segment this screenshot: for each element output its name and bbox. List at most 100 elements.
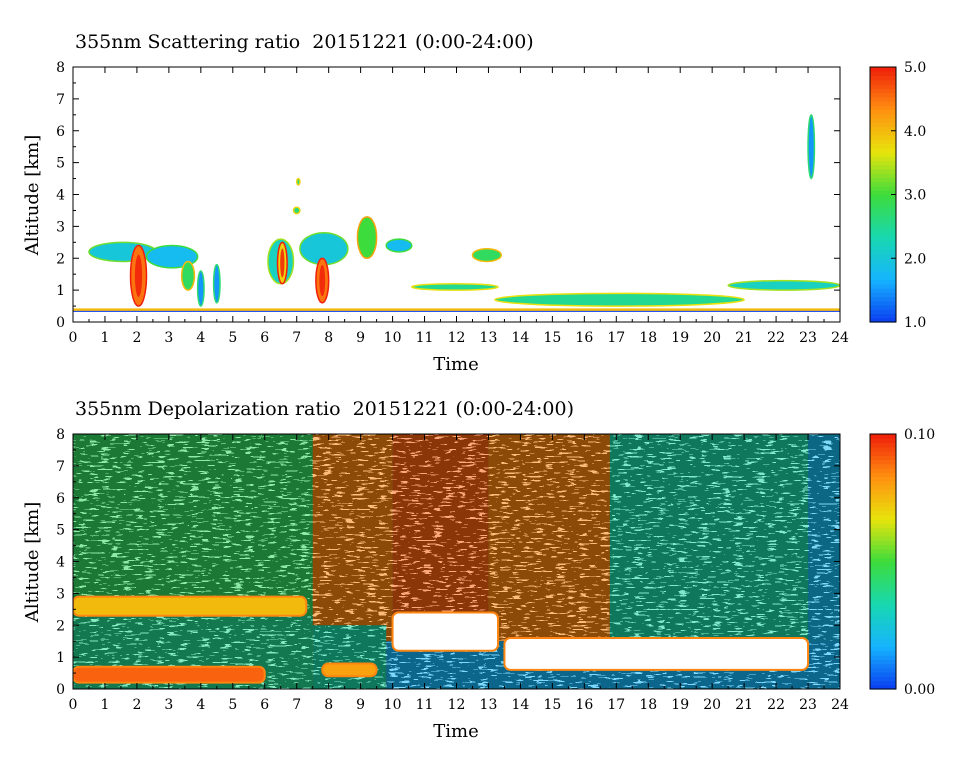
scattering-colorbar-swatch <box>870 152 896 157</box>
scattering-cloud-core <box>280 248 285 278</box>
scattering-y-tick-label: 4 <box>56 188 65 204</box>
scattering-x-tick-label: 7 <box>292 330 301 346</box>
depolarization-colorbar-swatch <box>870 621 896 626</box>
depolarization-colorbar-swatch <box>870 582 896 588</box>
depolarization-y-tick-label: 1 <box>56 650 65 666</box>
scattering-colorbar-swatch <box>870 139 896 145</box>
scattering-colorbar-label: 4.0 <box>904 124 926 140</box>
depolarization-colorbar-swatch <box>870 650 896 656</box>
scattering-colorbar-swatch <box>870 254 896 259</box>
scattering-features <box>73 114 840 312</box>
scattering-x-tick-label: 17 <box>607 330 625 346</box>
scattering-colorbar-swatch <box>870 164 896 170</box>
scattering-colorbar-swatch <box>870 283 896 289</box>
scattering-cloud-core <box>134 254 143 297</box>
depolarization-x-tick-label: 13 <box>480 697 498 713</box>
scattering-colorbar-swatch <box>870 126 896 132</box>
scattering-colorbar-swatch <box>870 207 896 213</box>
scattering-cloud <box>494 292 745 307</box>
depolarization-colorbar-swatch <box>870 667 896 673</box>
depolarization-y-tick-label: 3 <box>56 586 65 602</box>
scattering-x-tick-label: 20 <box>703 330 721 346</box>
depolarization-layer <box>391 611 500 652</box>
scattering-colorbar-swatch <box>870 92 896 98</box>
depolarization-colorbar: 0.00 0.10 <box>869 427 935 698</box>
depolarization-colorbar-swatch <box>870 676 896 682</box>
depolarization-colorbar-swatch <box>870 672 896 677</box>
depolarization-colorbar-swatch <box>870 523 896 529</box>
depolarization-axes: 0 1 2 3 4 5 6 7 8 9 10 11 12 13 14 15 16 17 18 19 20 21 22 23 24… <box>56 427 849 713</box>
scattering-y-tick-label: 0 <box>56 315 65 331</box>
depolarization-colorbar-swatch <box>870 531 896 537</box>
depolarization-layer <box>73 665 266 684</box>
scattering-x-tick-label: 4 <box>196 330 205 346</box>
depolarization-colorbar-swatch <box>870 536 896 541</box>
depolarization-colorbar-swatch <box>870 463 896 469</box>
depolarization-x-tick-label: 4 <box>196 697 205 713</box>
depolarization-colorbar-swatch <box>870 659 896 665</box>
depolarization-layer <box>321 662 378 678</box>
depolarization-colorbar-swatch <box>870 625 896 631</box>
scattering-colorbar-swatch <box>870 249 896 255</box>
scattering-x-tick-label: 2 <box>132 330 141 346</box>
scattering-colorbar-swatch <box>870 241 896 247</box>
scattering-colorbar-swatch <box>870 203 896 208</box>
scattering-colorbar-swatch <box>870 288 896 293</box>
depolarization-colorbar-swatch <box>870 519 896 524</box>
scattering-colorbar-swatch <box>870 71 896 77</box>
depolarization-x-tick-label: 9 <box>356 697 365 713</box>
scattering-cloud <box>471 247 502 263</box>
scattering-y-tick-label: 5 <box>56 156 65 172</box>
depolarization-colorbar-swatch <box>870 565 896 571</box>
scattering-colorbar-swatch <box>870 296 896 302</box>
depolarization-colorbar-swatch <box>870 480 896 486</box>
depolarization-x-tick-label: 23 <box>799 697 817 713</box>
depolarization-y-tick-label: 5 <box>56 523 65 539</box>
scattering-colorbar: 1.0 2.0 3.0 4.0 5.0 <box>869 60 926 331</box>
depolarization-x-tick-label: 19 <box>671 697 689 713</box>
depolarization-colorbar-swatch <box>870 570 896 575</box>
depolarization-x-tick-label: 5 <box>228 697 237 713</box>
depolarization-x-tick-label: 21 <box>735 697 753 713</box>
scattering-colorbar-swatch <box>870 266 896 272</box>
scattering-y-tick-label: 3 <box>56 219 65 235</box>
scattering-colorbar-swatch <box>870 160 896 166</box>
depolarization-colorbar-swatch <box>870 472 896 478</box>
scattering-x-tick-label: 9 <box>356 330 365 346</box>
depolarization-colorbar-swatch <box>870 616 896 622</box>
scattering-colorbar-swatch <box>870 88 896 94</box>
scattering-colorbar-swatch <box>870 156 896 162</box>
scattering-x-tick-label: 16 <box>575 330 593 346</box>
scattering-colorbar-swatch <box>870 190 896 196</box>
scattering-colorbar-swatch <box>870 122 896 128</box>
depolarization-colorbar-swatch <box>870 557 896 563</box>
scattering-colorbar-swatch <box>870 300 896 306</box>
depolarization-x-tick-label: 14 <box>512 697 530 713</box>
scattering-ratio-title: 355nm Scattering ratio 20151221 (0:00-24… <box>75 31 534 53</box>
scattering-colorbar-swatch <box>870 224 896 230</box>
depolarization-x-tick-label: 18 <box>639 697 657 713</box>
scattering-x-tick-label: 13 <box>480 330 498 346</box>
scattering-x-tick-label: 8 <box>324 330 333 346</box>
scattering-cloud <box>180 260 196 291</box>
depolarization-x-tick-label: 10 <box>384 697 402 713</box>
depolarization-colorbar-swatch <box>870 684 896 690</box>
depolarization-colorbar-swatch <box>870 527 896 533</box>
depolarization-colorbar-swatch <box>870 446 896 452</box>
scattering-colorbar-swatch <box>870 143 896 149</box>
scattering-colorbar-label: 5.0 <box>904 60 926 76</box>
scattering-colorbar-swatch <box>870 181 896 187</box>
scattering-colorbar-swatch <box>870 228 896 234</box>
depolarization-colorbar-swatch <box>870 591 896 597</box>
depolarization-colorbar-swatch <box>870 485 896 490</box>
depolarization-colorbar-swatch <box>870 561 896 567</box>
depolarization-colorbar-swatch <box>870 442 896 448</box>
scattering-colorbar-swatch <box>870 309 896 315</box>
depolarization-colorbar-swatch <box>870 608 896 614</box>
scattering-x-tick-label: 12 <box>448 330 466 346</box>
scattering-x-tick-label: 10 <box>384 330 402 346</box>
scattering-y-axis-label: Altitude [km] <box>22 135 43 257</box>
scattering-colorbar-swatch <box>870 279 896 285</box>
scattering-cloud <box>295 177 301 186</box>
depolarization-colorbar-swatch <box>870 655 896 660</box>
